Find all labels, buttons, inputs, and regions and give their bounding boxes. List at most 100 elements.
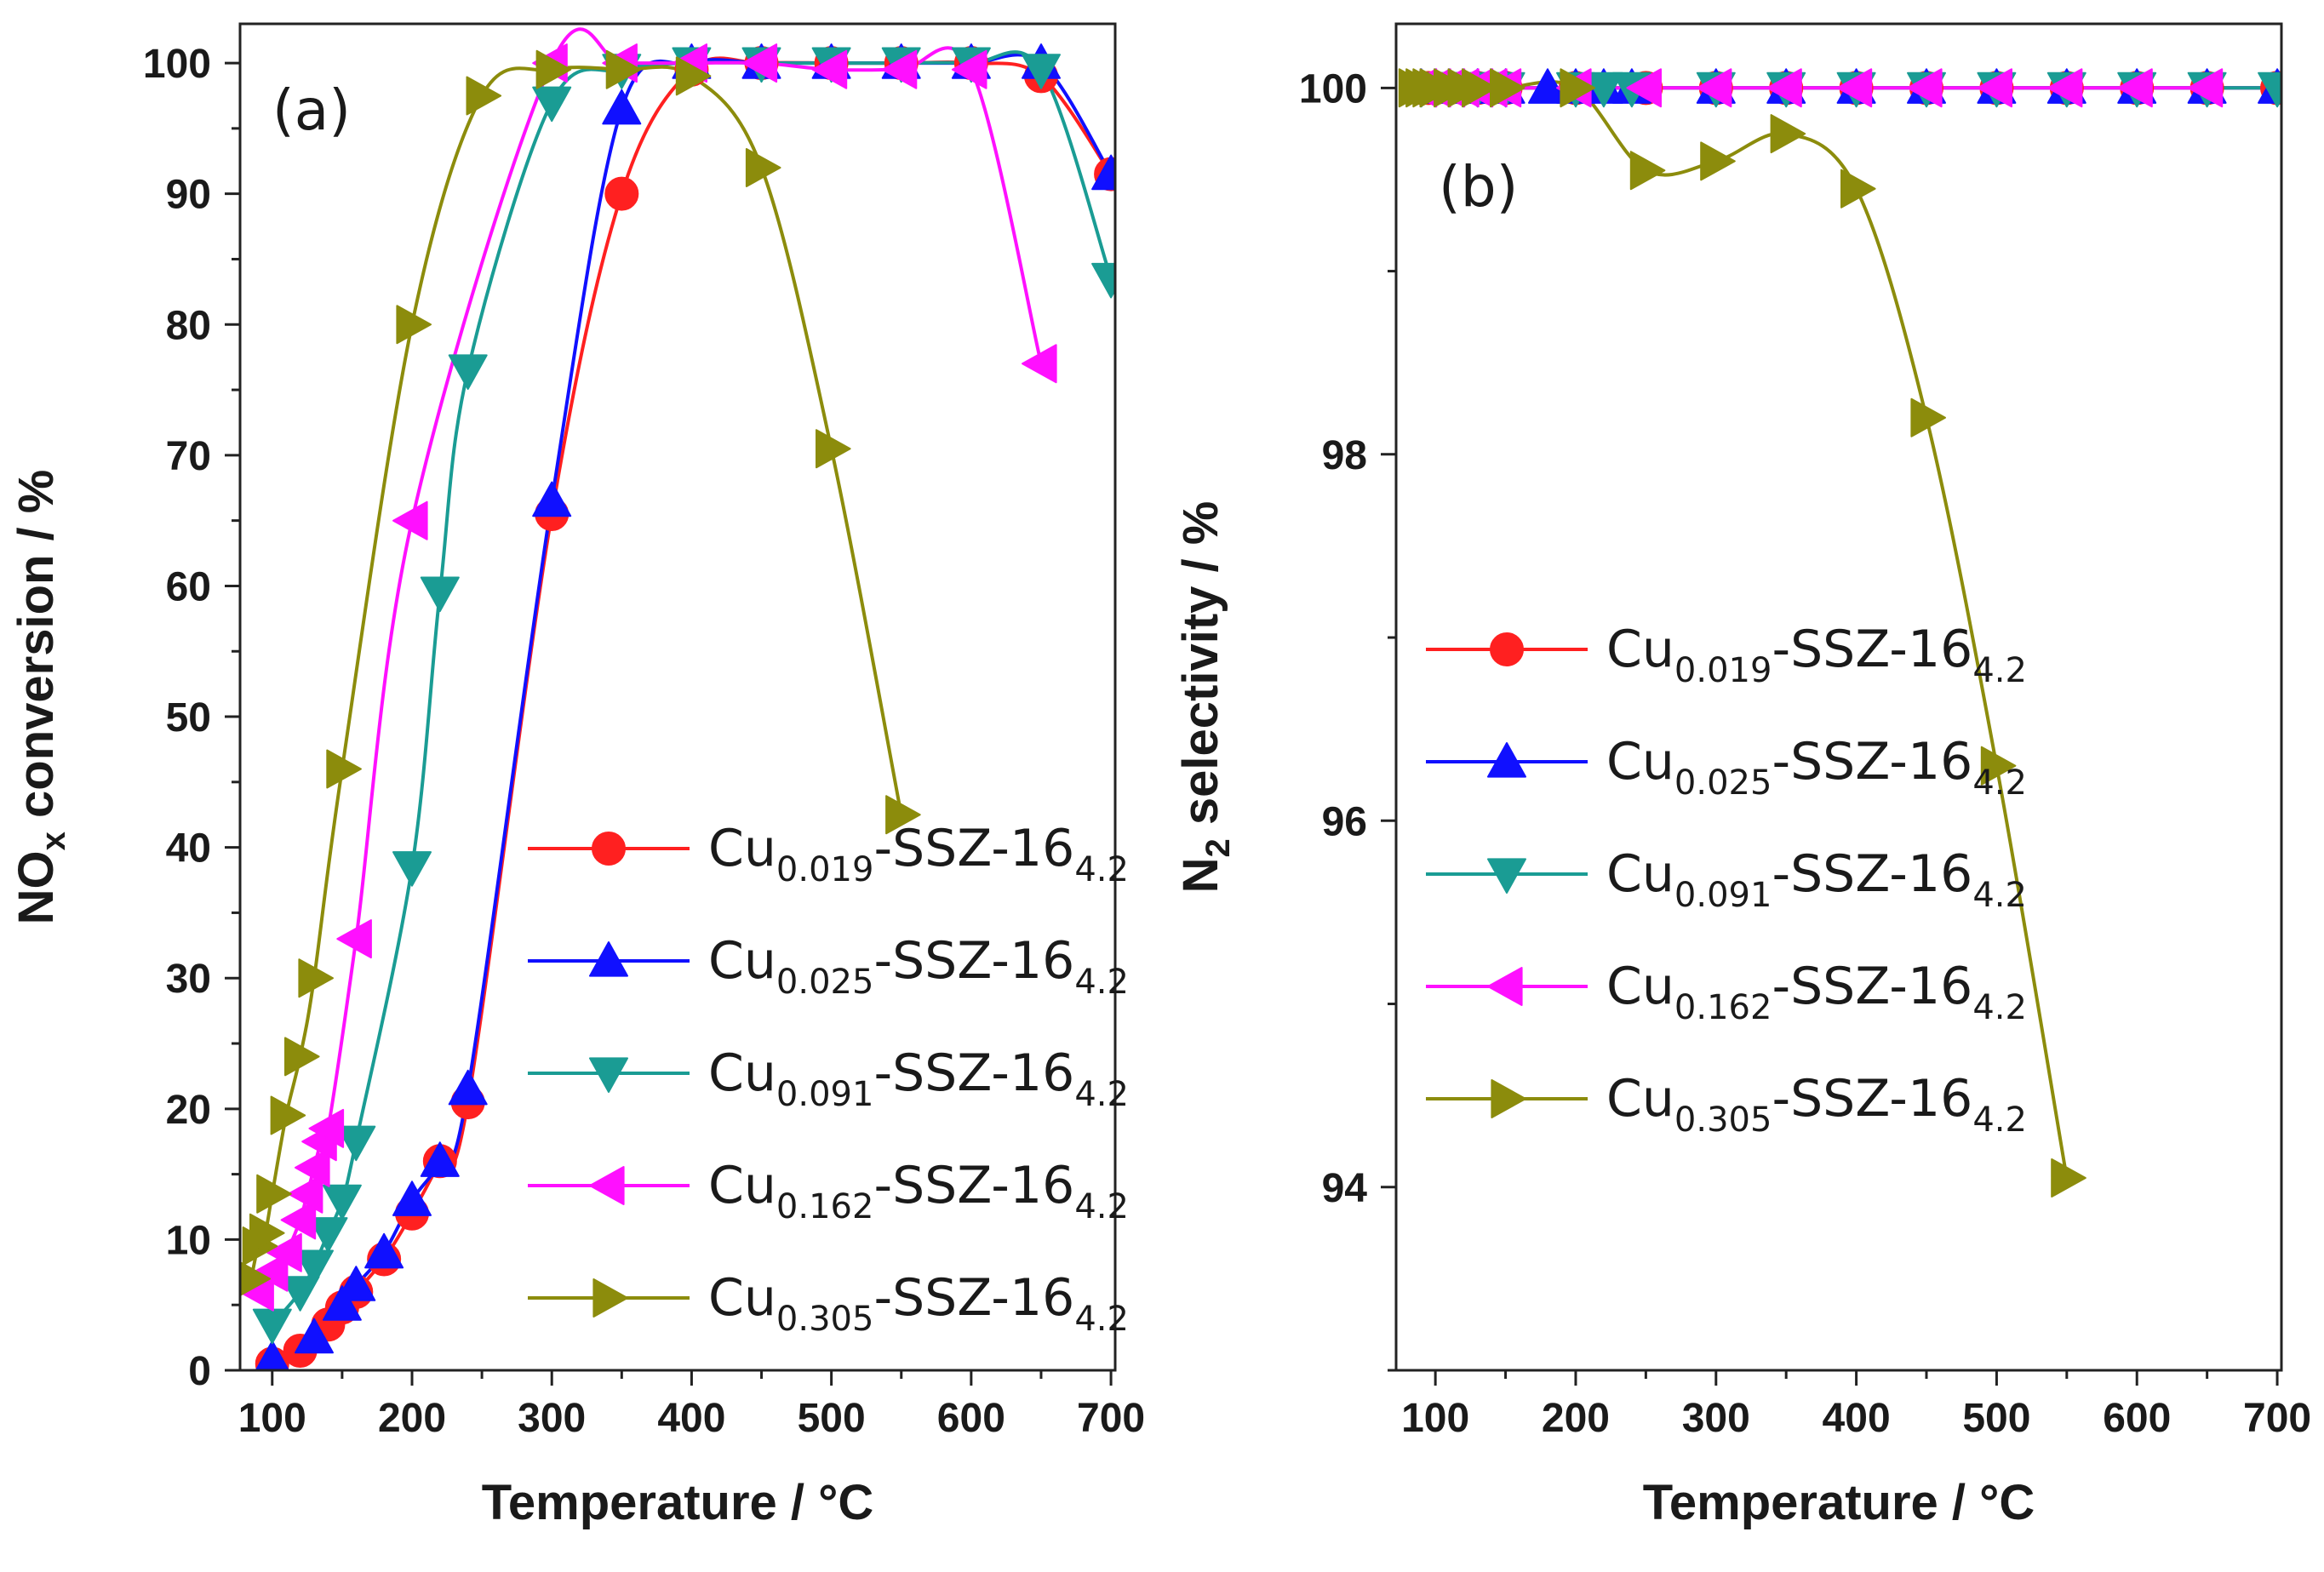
legend-label: Cu0.162-SSZ-164.2	[708, 1156, 1129, 1226]
legend-label: Cu0.162-SSZ-164.2	[1606, 957, 2027, 1027]
data-point	[420, 576, 460, 613]
legend-label-main: Cu	[708, 1268, 776, 1328]
legend-label-sub: 0.162	[776, 1187, 874, 1226]
data-point	[308, 1217, 348, 1253]
data-point	[252, 1252, 289, 1292]
data-point	[1091, 262, 1115, 299]
data-point	[1980, 746, 2017, 786]
data-point	[605, 49, 642, 89]
legend: Cu0.019-SSZ-164.2Cu0.025-SSZ-164.2Cu0.09…	[528, 819, 1129, 1339]
data-point	[1490, 68, 1525, 108]
legend-label-sub2: 4.2	[1972, 651, 2027, 690]
series-5	[249, 65, 903, 1279]
legend-item: Cu0.019-SSZ-164.2	[528, 819, 1129, 889]
legend-label-sub2: 4.2	[1972, 988, 2027, 1027]
legend-label-rest: -SSZ-16	[1772, 1069, 1972, 1129]
legend-label: Cu0.025-SSZ-164.2	[1606, 732, 2027, 803]
x-tick-label: 300	[518, 1396, 586, 1441]
data-point	[295, 1318, 334, 1354]
legend-label-rest: -SSZ-16	[873, 1043, 1074, 1103]
data-point	[256, 1174, 292, 1214]
data-point	[1766, 68, 1802, 108]
series-line	[249, 65, 903, 1279]
x-tick-label: 700	[1077, 1396, 1145, 1441]
x-tick-label: 200	[378, 1396, 446, 1441]
x-tick-label: 200	[1542, 1396, 1610, 1441]
panel-label: (b)	[1439, 154, 1518, 220]
legend-label: Cu0.019-SSZ-164.2	[708, 819, 1129, 889]
series-3	[271, 50, 1113, 1326]
x-tick-label: 400	[657, 1396, 725, 1441]
series-line	[271, 50, 1113, 1326]
data-point	[392, 500, 428, 540]
legend-label-main: Cu	[1606, 620, 1674, 679]
y-tick-label: 20	[166, 1088, 211, 1133]
legend-label: Cu0.091-SSZ-164.2	[708, 1043, 1129, 1114]
x-tick-label: 600	[937, 1396, 1005, 1441]
legend-marker	[589, 1057, 628, 1093]
data-point	[1770, 114, 1806, 154]
legend-item: Cu0.162-SSZ-164.2	[528, 1156, 1129, 1226]
data-point	[1626, 68, 1662, 108]
legend-label-rest: -SSZ-16	[1772, 957, 1972, 1016]
data-point	[1696, 68, 1732, 108]
legend-label: Cu0.019-SSZ-164.2	[1606, 620, 2027, 690]
y-axis-title-main: NO	[9, 850, 64, 924]
legend-marker	[589, 941, 628, 977]
data-point	[602, 89, 642, 125]
data-point	[280, 1276, 320, 1312]
legend-marker	[589, 1166, 625, 1205]
legend-label-main: Cu	[1606, 1069, 1674, 1129]
y-tick-label: 60	[166, 564, 211, 609]
legend-label-rest: -SSZ-16	[1772, 620, 1972, 679]
data-point	[326, 749, 362, 789]
data-point	[1560, 68, 1595, 108]
legend-label-sub2: 4.2	[1972, 876, 2027, 915]
legend-label-sub: 0.091	[1674, 876, 1772, 915]
data-point	[448, 354, 488, 390]
x-axis-title: Temperature / °C	[1643, 1475, 2035, 1530]
data-point	[1022, 344, 1057, 384]
data-point	[295, 1249, 334, 1286]
legend-label-sub2: 4.2	[1074, 1075, 1129, 1114]
data-point	[392, 1180, 432, 1216]
data-point	[336, 919, 372, 959]
y-axis-title-rest: selectivity / %	[1173, 501, 1228, 839]
x-tick-label: 100	[238, 1396, 306, 1441]
y-tick-label: 100	[1299, 66, 1367, 111]
data-point	[308, 1108, 345, 1148]
legend-label-main: Cu	[1606, 957, 1674, 1016]
x-tick-label: 500	[1962, 1396, 2030, 1441]
data-point	[287, 1174, 323, 1214]
legend-label: Cu0.305-SSZ-164.2	[1606, 1069, 2027, 1140]
x-tick-label: 600	[2103, 1396, 2171, 1441]
y-axis-title-sub: x	[35, 832, 72, 850]
data-point	[2187, 68, 2224, 108]
legend-item: Cu0.305-SSZ-164.2	[528, 1268, 1129, 1339]
series-5-markers	[240, 49, 921, 1297]
data-point	[1840, 169, 1876, 209]
y-tick-label: 50	[166, 695, 211, 740]
x-axis-title: Temperature / °C	[482, 1475, 873, 1530]
data-point	[466, 76, 502, 116]
data-point	[951, 49, 987, 89]
legend-label-sub: 0.025	[776, 963, 874, 1002]
x-tick-label: 300	[1682, 1396, 1750, 1441]
y-axis-title: N2 selectivity / %	[1173, 501, 1237, 894]
data-point	[885, 795, 921, 835]
legend-label-rest: -SSZ-16	[873, 819, 1074, 878]
data-point	[535, 49, 572, 89]
legend-item: Cu0.091-SSZ-164.2	[528, 1043, 1129, 1114]
legend-marker	[1487, 742, 1526, 778]
data-point	[1700, 141, 1736, 181]
series-5-markers	[1398, 68, 2086, 1198]
y-tick-label: 0	[188, 1349, 211, 1394]
x-tick-label: 400	[1823, 1396, 1891, 1441]
plot-area	[240, 27, 1115, 1370]
legend-label-sub2: 4.2	[1972, 1100, 2027, 1140]
legend-label-rest: -SSZ-16	[873, 1268, 1074, 1328]
panel-a: 100 200 300 400 500 600 700 0 10 20 30 40 50 60 70 80 90…	[9, 22, 1145, 1530]
legend-marker	[1487, 858, 1526, 894]
data-point	[266, 1232, 302, 1272]
legend-label-sub: 0.025	[1674, 763, 1772, 803]
